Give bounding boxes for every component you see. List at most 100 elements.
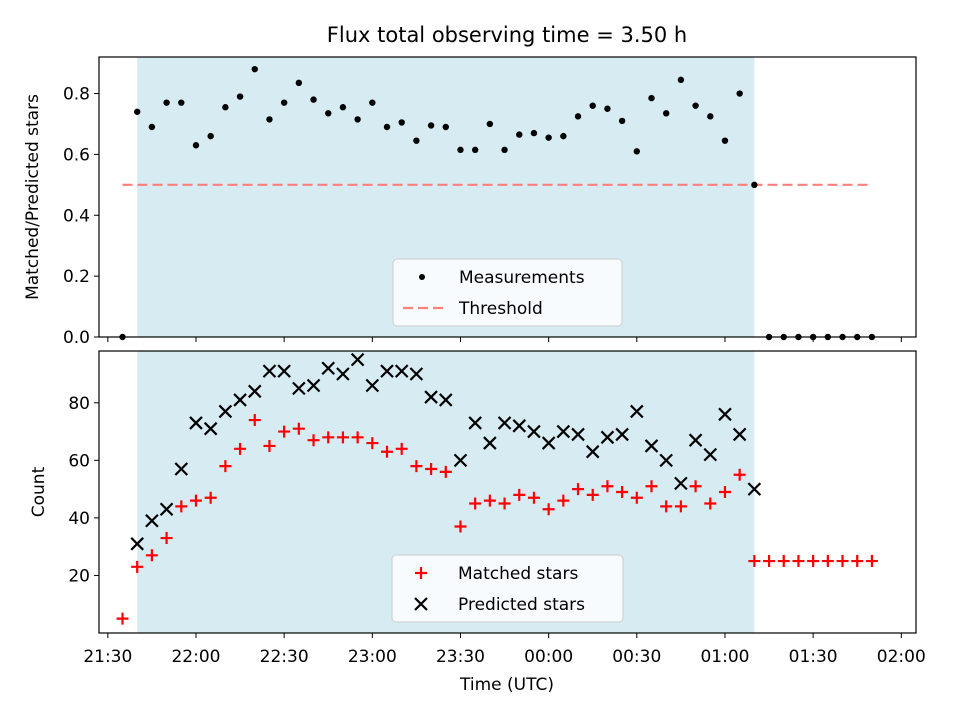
matched-star-point: [851, 555, 864, 568]
y-tick-label: 60: [68, 451, 90, 471]
predicted-star-point: [380, 364, 394, 378]
predicted-star-point: [394, 364, 409, 378]
legend-predicted-marker: [414, 597, 428, 611]
legend-measurement-marker: [419, 274, 425, 280]
measurement-point: [163, 99, 170, 106]
y-tick-label: 0.0: [63, 328, 90, 348]
bottom-axes: 20 40 60 80 21:30 22:00 22:30 23:00 23:30 00:00 00…: [29, 350, 926, 695]
matched-star-point: [131, 560, 144, 573]
matched-star-point: [160, 532, 173, 545]
measurement-point: [383, 123, 391, 131]
measurement-point: [222, 104, 229, 111]
matched-star-point: [601, 480, 614, 493]
measurement-point: [236, 93, 244, 100]
matched-star-point: [483, 494, 496, 507]
predicted-star-point: [483, 436, 497, 450]
matched-star-point: [425, 462, 438, 475]
matched-star-point: [527, 491, 540, 504]
measurement-point: [604, 105, 611, 112]
predicted-star-point: [233, 393, 247, 407]
matched-star-point: [189, 494, 202, 507]
predicted-star-point: [277, 364, 291, 378]
predicted-star-point: [203, 421, 218, 436]
measurement-point: [677, 76, 685, 84]
predicted-star-point: [409, 367, 424, 381]
y-tick-label: 20: [68, 566, 90, 586]
measurement-point: [751, 181, 758, 189]
measurement-point: [339, 104, 347, 111]
measurement-point: [486, 120, 494, 128]
top-axes: 0.0 0.2 0.4 0.6 0.8 Measurements Threshold Mat…: [23, 56, 917, 348]
predicted-star-point: [527, 424, 541, 439]
matched-star-point: [366, 437, 379, 450]
predicted-star-point: [130, 537, 144, 551]
matched-star-point: [645, 480, 658, 493]
matched-star-point: [557, 494, 570, 507]
predicted-star-point: [556, 424, 571, 439]
top-plot-area: 0.0 0.2 0.4 0.6 0.8 Measurements Threshold: [63, 56, 917, 348]
predicted-star-point: [424, 390, 438, 404]
matched-star-point: [336, 431, 349, 444]
x-axis-label: Time (UTC): [459, 675, 554, 695]
predicted-star-point: [292, 381, 306, 396]
bottom-plot-area: 20 40 60 80 21:30 22:00 22:30 23:00 23:30 00:00 00…: [68, 350, 926, 667]
matched-star-point: [542, 503, 555, 516]
predicted-star-point: [541, 436, 556, 450]
predicted-star-point: [644, 439, 659, 453]
measurement-point: [721, 137, 729, 144]
axes-frame: [98, 350, 917, 634]
measurement-point: [516, 131, 523, 138]
x-tick-label: 00:00: [524, 647, 573, 667]
predicted-star-point: [159, 502, 174, 517]
y-tick-label: 0.6: [63, 145, 90, 165]
x-tick-label: 00:30: [612, 647, 661, 667]
predicted-star-point: [497, 416, 512, 430]
measurement-point: [501, 146, 508, 154]
predicted-star-point: [468, 416, 482, 430]
measurement-point: [325, 110, 332, 117]
legend-label: Measurements: [459, 268, 585, 288]
measurement-point: [413, 137, 420, 144]
matched-star-point: [322, 431, 335, 444]
legend-box: [392, 258, 623, 327]
measurement-point: [178, 99, 185, 106]
matched-star-point: [777, 555, 790, 568]
measurement-point: [266, 116, 273, 123]
matched-star-point: [821, 555, 834, 568]
matched-star-point: [763, 555, 776, 568]
measurement-point: [427, 122, 435, 129]
y-tick-label: 0.2: [63, 267, 90, 287]
predicted-star-point: [439, 393, 453, 407]
measurement-point: [618, 117, 626, 125]
matched-star-point: [263, 439, 276, 452]
measurement-point: [398, 119, 405, 126]
predicted-star-point: [688, 433, 703, 447]
measurement-point: [295, 79, 303, 87]
y-tick-label: 0.8: [63, 85, 90, 105]
predicted-star-point: [615, 427, 629, 442]
predicted-star-point: [145, 513, 159, 528]
matched-star-point: [469, 497, 482, 510]
y-tick-label: 0.4: [63, 206, 90, 226]
predicted-star-point: [174, 462, 189, 476]
predicted-star-point: [732, 427, 747, 442]
measurement-point: [736, 90, 743, 97]
matched-star-point: [748, 555, 761, 568]
matched-star-point: [616, 486, 629, 498]
x-tick-label: 01:00: [700, 647, 749, 667]
x-tick-label: 22:00: [171, 647, 220, 667]
legend-box: [391, 554, 624, 623]
x-tick-label: 01:30: [789, 647, 838, 667]
predicted-star-point: [218, 404, 233, 419]
matched-star-point: [704, 497, 717, 510]
legend-label: Threshold: [458, 299, 543, 319]
bottom-y-axis-label: Count: [29, 466, 49, 517]
legend-label: Predicted stars: [458, 595, 585, 615]
predicted-star-point: [262, 364, 277, 378]
measurement-point: [251, 65, 258, 73]
predicted-star-point: [571, 427, 585, 442]
matched-star-point: [792, 555, 805, 568]
predicted-star-point: [453, 453, 468, 468]
legend: Matched stars Predicted stars: [391, 554, 624, 623]
